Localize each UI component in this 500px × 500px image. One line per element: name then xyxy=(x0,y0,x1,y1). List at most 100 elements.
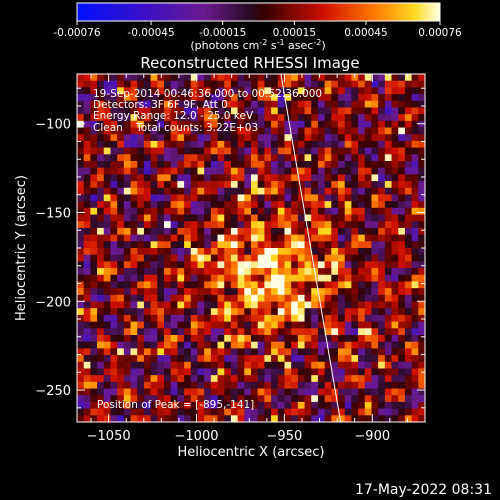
heatmap-pixel xyxy=(130,127,138,135)
heatmap-pixel xyxy=(83,314,91,323)
heatmap-pixel xyxy=(291,254,299,262)
heatmap-pixel xyxy=(378,167,386,175)
heatmap-pixel xyxy=(137,154,145,162)
heatmap-pixel xyxy=(384,268,393,276)
heatmap-pixel xyxy=(257,134,265,142)
heatmap-pixel xyxy=(143,341,152,349)
heatmap-pixel xyxy=(197,154,205,162)
heatmap-pixel xyxy=(297,368,306,376)
heatmap-pixel xyxy=(204,314,212,323)
heatmap-pixel xyxy=(317,174,326,182)
heatmap-pixel xyxy=(83,161,91,169)
heatmap-pixel xyxy=(331,415,339,422)
heatmap-pixel xyxy=(391,187,399,196)
heatmap-pixel xyxy=(411,147,419,155)
heatmap-pixel xyxy=(150,401,158,410)
heatmap-pixel xyxy=(364,328,373,336)
heatmap-pixel xyxy=(230,80,239,88)
heatmap-pixel xyxy=(257,375,265,383)
heatmap-pixel xyxy=(164,301,172,309)
heatmap-pixel xyxy=(411,248,419,256)
heatmap-pixel xyxy=(130,341,138,349)
heatmap-pixel xyxy=(398,261,406,269)
heatmap-pixel xyxy=(157,361,165,370)
heatmap-pixel xyxy=(304,274,312,283)
heatmap-pixel xyxy=(83,341,91,349)
heatmap-pixel xyxy=(317,100,326,109)
heatmap-pixel xyxy=(217,314,225,323)
heatmap-pixel xyxy=(384,248,393,256)
heatmap-pixel xyxy=(123,314,132,323)
heatmap-pixel xyxy=(384,87,393,95)
heatmap-pixel xyxy=(291,241,299,249)
heatmap-pixel xyxy=(291,167,299,175)
heatmap-pixel xyxy=(398,254,406,262)
heatmap-pixel xyxy=(351,154,359,162)
heatmap-pixel xyxy=(117,80,125,88)
heatmap-pixel xyxy=(391,294,399,303)
heatmap-pixel xyxy=(371,100,379,109)
heatmap-pixel xyxy=(338,301,346,309)
energy-range-text: Energy Range: 12.0 - 25.0 keV xyxy=(93,110,254,122)
heatmap-pixel xyxy=(103,361,112,370)
heatmap-pixel xyxy=(143,154,152,162)
heatmap-pixel xyxy=(150,100,158,109)
heatmap-pixel xyxy=(117,167,125,175)
heatmap-pixel xyxy=(190,341,199,349)
heatmap-pixel xyxy=(398,381,406,390)
heatmap-pixel xyxy=(271,107,279,115)
heatmap-pixel xyxy=(137,355,145,363)
heatmap-pixel xyxy=(311,308,319,316)
heatmap-pixel xyxy=(384,154,393,162)
heatmap-pixel xyxy=(378,234,386,242)
heatmap-pixel xyxy=(90,100,98,109)
heatmap-pixel xyxy=(338,335,346,343)
time-range-text: 19-Sep-2014 00:46:36.000 to 00:52:36.000 xyxy=(93,88,322,100)
heatmap-pixel xyxy=(311,408,319,416)
heatmap-pixel xyxy=(217,348,225,356)
heatmap-pixel xyxy=(271,274,279,283)
heatmap-pixel xyxy=(117,341,125,349)
heatmap-pixel xyxy=(404,361,413,370)
heatmap-pixel xyxy=(90,201,98,209)
heatmap-pixel xyxy=(157,107,165,115)
heatmap-pixel xyxy=(371,388,379,396)
heatmap-pixel xyxy=(123,268,132,276)
heatmap-pixel xyxy=(110,80,118,88)
heatmap-pixel xyxy=(143,207,152,216)
heatmap-pixel xyxy=(143,314,152,323)
heatmap-pixel xyxy=(418,147,425,155)
heatmap-pixel xyxy=(97,161,105,169)
heatmap-pixel xyxy=(217,207,225,216)
heatmap-pixel xyxy=(110,127,118,135)
heatmap-pixel xyxy=(224,74,232,82)
heatmap-pixel xyxy=(177,181,185,189)
heatmap-pixel xyxy=(264,361,272,370)
heatmap-pixel xyxy=(190,161,199,169)
heatmap-pixel xyxy=(331,321,339,329)
heatmap-pixel xyxy=(418,241,425,249)
heatmap-pixel xyxy=(157,341,165,349)
heatmap-pixel xyxy=(224,321,232,329)
heatmap-pixel xyxy=(324,161,332,169)
heatmap-pixel xyxy=(184,94,192,102)
heatmap-pixel xyxy=(411,321,419,329)
heatmap-pixel xyxy=(264,281,272,289)
heatmap-pixel xyxy=(90,301,98,309)
heatmap-pixel xyxy=(264,408,272,416)
heatmap-pixel xyxy=(291,127,299,135)
heatmap-pixel xyxy=(157,94,165,102)
heatmap-pixel xyxy=(150,294,158,303)
heatmap-pixel xyxy=(237,381,245,390)
heatmap-pixel xyxy=(371,94,379,102)
heatmap-pixel xyxy=(230,114,239,122)
heatmap-pixel xyxy=(244,375,252,383)
heatmap-pixel xyxy=(244,107,252,115)
heatmap-pixel xyxy=(164,388,172,396)
heatmap-pixel xyxy=(197,288,205,296)
heatmap-pixel xyxy=(130,355,138,363)
heatmap-pixel xyxy=(244,194,252,202)
heatmap-pixel xyxy=(371,348,379,356)
heatmap-pixel xyxy=(291,227,299,236)
heatmap-pixel xyxy=(251,348,259,356)
